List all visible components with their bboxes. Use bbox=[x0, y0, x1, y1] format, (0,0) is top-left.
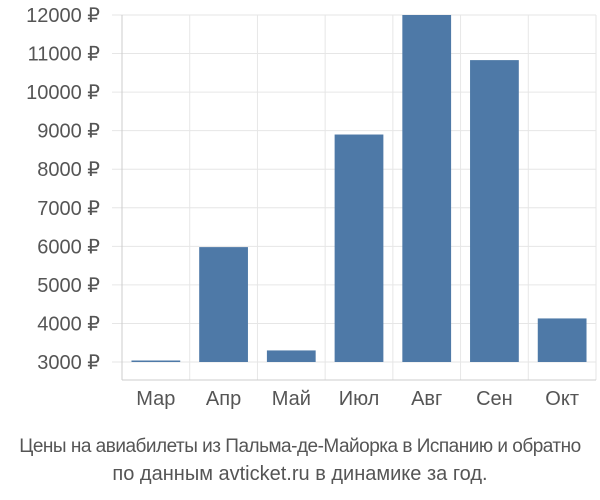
bar bbox=[199, 247, 248, 362]
y-tick-labels: 3000 ₽ 4000 ₽ 5000 ₽ 6000 ₽ 7000 ₽ 8000 ₽ 9000… bbox=[26, 5, 100, 374]
bar bbox=[131, 360, 181, 362]
bar bbox=[334, 134, 384, 362]
y-tick-label: 4000 ₽ bbox=[37, 313, 100, 335]
x-tick-label: Авг bbox=[411, 388, 442, 410]
y-tick-label: 12000 ₽ bbox=[26, 5, 100, 27]
bar bbox=[537, 318, 587, 362]
y-tick-label: 8000 ₽ bbox=[37, 159, 100, 181]
x-tick-label: Мар bbox=[136, 388, 175, 410]
y-tick-label: 6000 ₽ bbox=[37, 236, 100, 258]
bars bbox=[131, 15, 587, 363]
bar bbox=[470, 60, 519, 363]
chart-caption-line-1: Цены на авиабилеты из Пальма-де-Майорка … bbox=[19, 436, 581, 457]
y-tick-label: 11000 ₽ bbox=[28, 44, 101, 66]
y-tick-label: 9000 ₽ bbox=[37, 121, 100, 143]
chart-caption-line-2: по данным avticket.ru в динамике за год. bbox=[112, 463, 488, 485]
bar bbox=[402, 15, 452, 362]
x-tick-label: Сен bbox=[476, 388, 513, 410]
x-tick-labels: Мар Апр Май Июл Авг Сен Окт bbox=[136, 388, 579, 410]
y-tick-label: 7000 ₽ bbox=[37, 198, 100, 220]
x-tick-label: Апр bbox=[206, 388, 241, 410]
bar bbox=[266, 350, 316, 362]
y-tick-label: 5000 ₽ bbox=[37, 275, 100, 297]
y-tick-label: 3000 ₽ bbox=[37, 352, 100, 374]
x-tick-label: Май bbox=[272, 388, 311, 410]
axes bbox=[121, 15, 596, 381]
y-tick-label: 10000 ₽ bbox=[26, 82, 100, 104]
x-tick-label: Окт bbox=[545, 388, 579, 410]
x-tick-label: Июл bbox=[339, 388, 380, 410]
bar-chart: 3000 ₽ 4000 ₽ 5000 ₽ 6000 ₽ 7000 ₽ 8000 ₽ 9000… bbox=[26, 5, 597, 410]
